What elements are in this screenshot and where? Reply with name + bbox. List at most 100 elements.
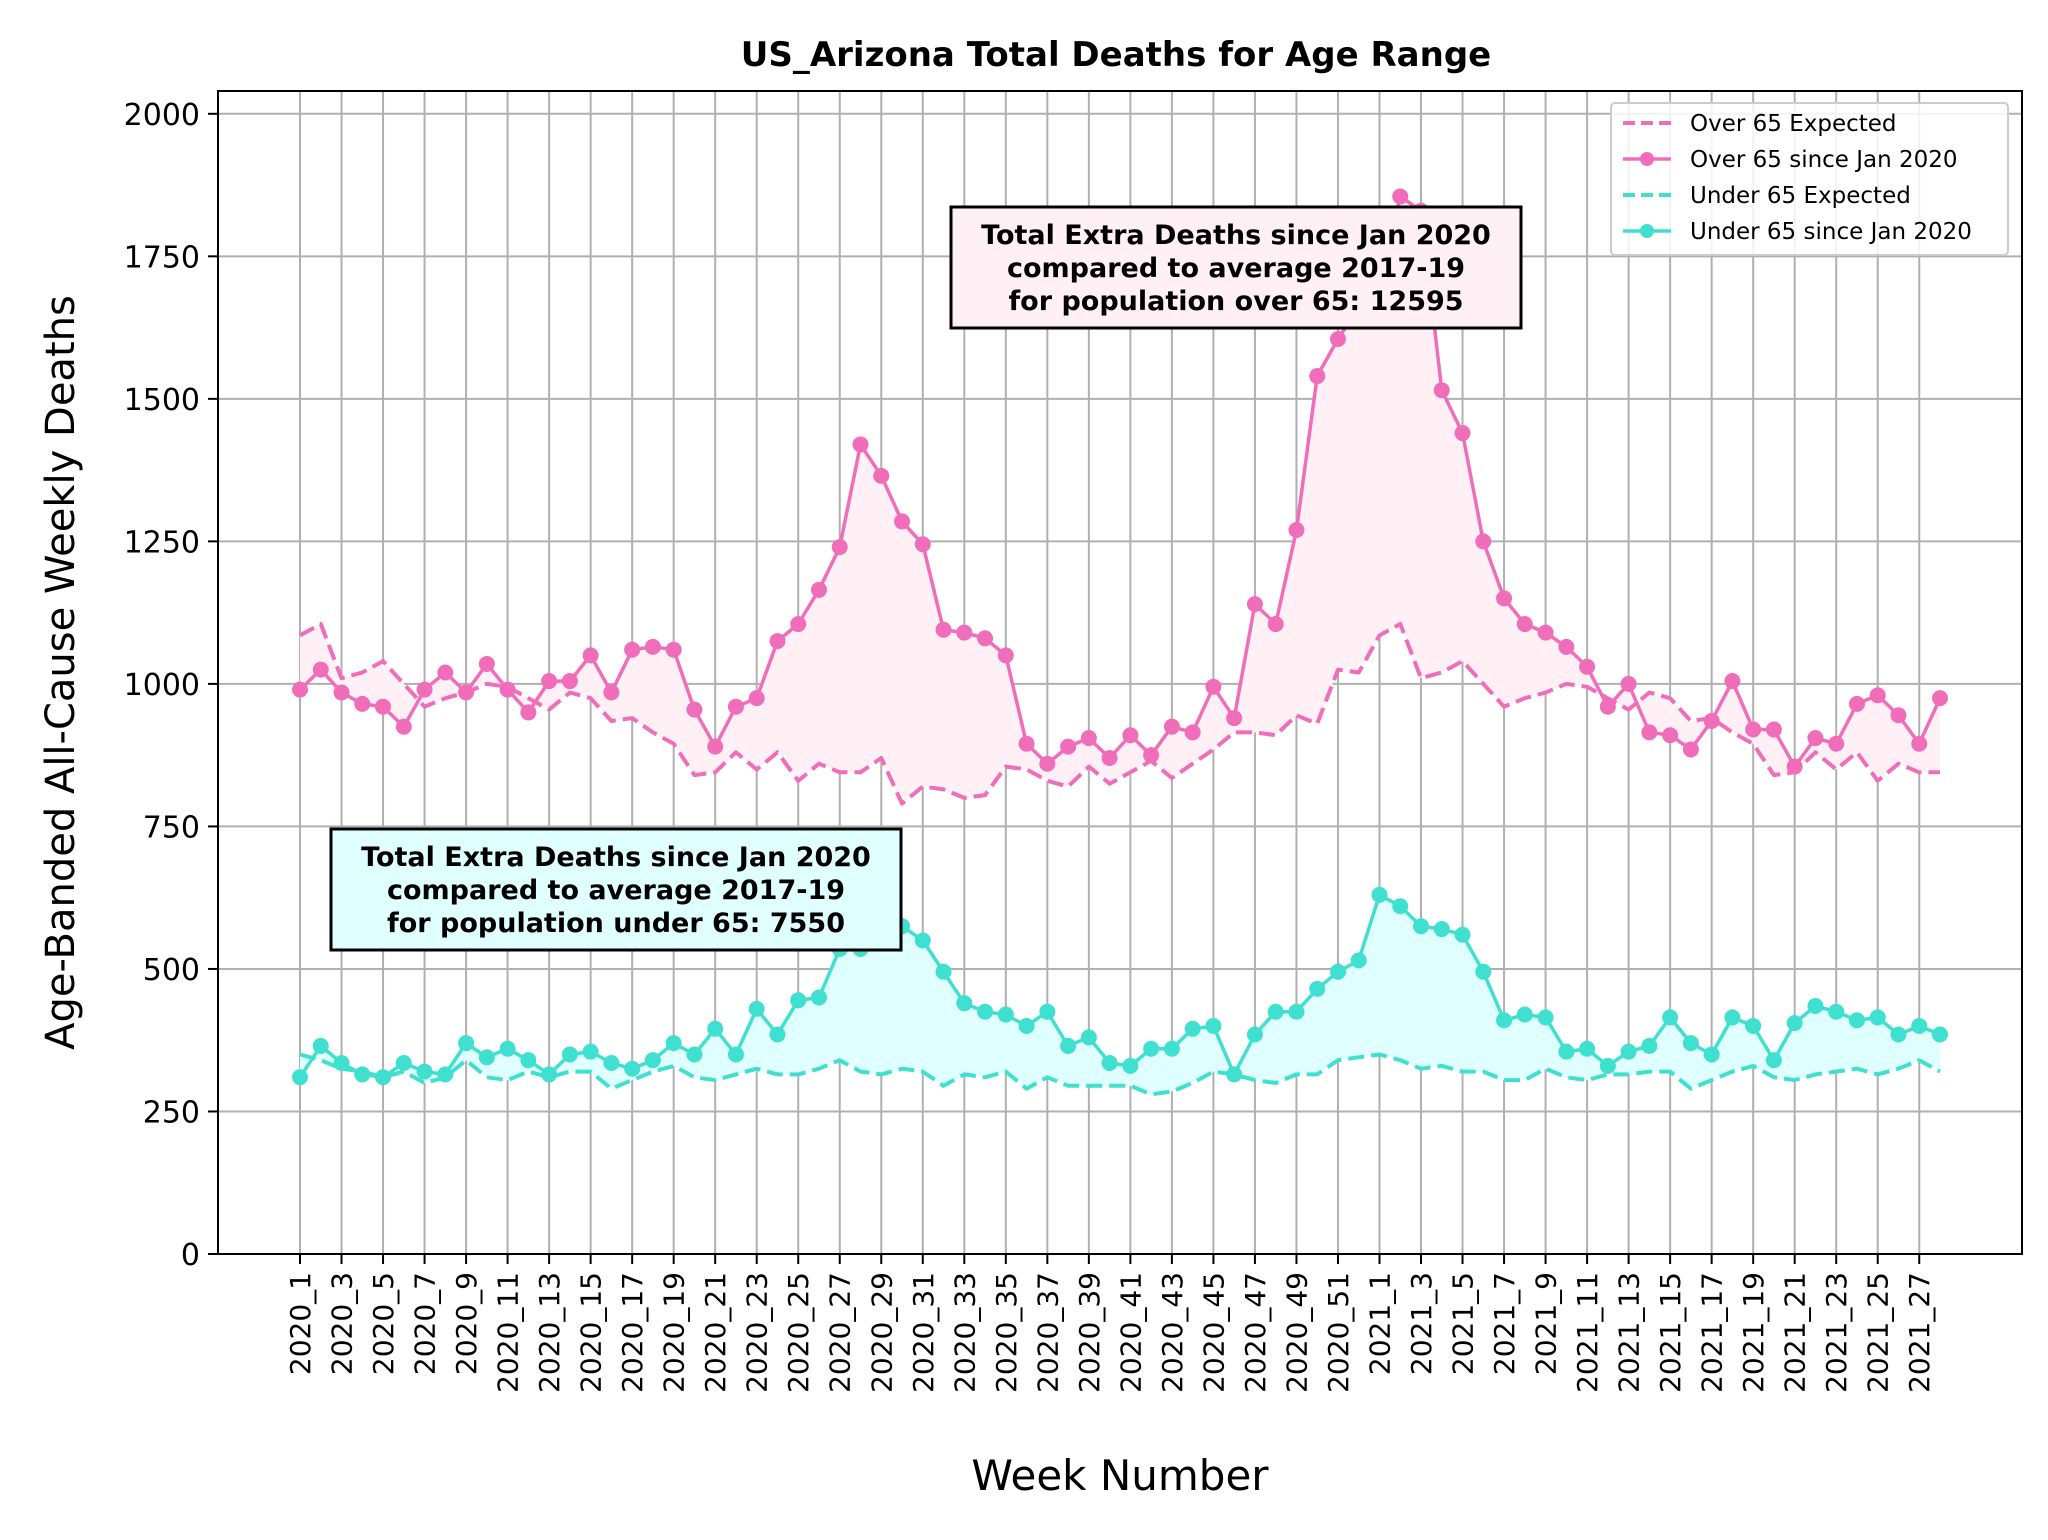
x-tick-label: 2020_49 (1280, 1272, 1313, 1393)
x-tick-label: 2020_43 (1156, 1272, 1189, 1393)
x-tick-label: 2021_15 (1654, 1272, 1687, 1393)
x-tick-label: 2021_1 (1363, 1272, 1396, 1375)
data-point (1682, 1035, 1699, 1052)
data-point (810, 581, 827, 598)
data-point (1392, 898, 1409, 915)
data-point (790, 992, 807, 1009)
x-tick-label: 2020_13 (533, 1272, 566, 1393)
data-point (707, 1020, 724, 1037)
data-point (1454, 926, 1471, 943)
data-point (1932, 690, 1948, 707)
data-point (1413, 918, 1430, 935)
data-point (1309, 368, 1326, 385)
data-point (1309, 980, 1326, 997)
data-point (416, 681, 433, 698)
data-point (395, 718, 412, 735)
x-tick-label: 2020_11 (492, 1272, 525, 1393)
x-tick-label: 2020_31 (907, 1272, 940, 1393)
data-point (1620, 675, 1637, 692)
data-point (1516, 616, 1533, 633)
data-point (520, 1052, 537, 1069)
data-point (1143, 1040, 1160, 1057)
data-point (1537, 1009, 1554, 1026)
x-tick-label: 2020_47 (1239, 1272, 1272, 1393)
data-point (1558, 1043, 1575, 1060)
data-point (1060, 738, 1077, 755)
annotation-under-65: Total Extra Deaths since Jan 2020compare… (329, 827, 903, 952)
data-point (1932, 1026, 1948, 1043)
data-point (1433, 382, 1450, 399)
x-tick-label: 2020_3 (326, 1272, 359, 1375)
data-point (1911, 735, 1928, 752)
data-point (292, 681, 308, 698)
legend-label: Over 65 since Jan 2020 (1690, 147, 1958, 173)
data-point (1039, 755, 1056, 772)
data-point (1080, 1029, 1097, 1046)
data-point (997, 1006, 1014, 1023)
data-point (624, 1060, 641, 1077)
data-point (977, 1003, 994, 1020)
legend-label: Under 65 Expected (1690, 183, 1911, 209)
data-point (1288, 1003, 1305, 1020)
data-point (1246, 596, 1263, 613)
x-tick-label: 2020_1 (284, 1272, 317, 1375)
x-tick-label: 2021_7 (1488, 1272, 1521, 1375)
data-point (1329, 330, 1346, 347)
x-tick-label: 2021_3 (1405, 1272, 1438, 1375)
y-tick-label: 750 (143, 810, 200, 845)
data-point (1828, 1003, 1845, 1020)
data-point (1329, 963, 1346, 980)
data-point (914, 932, 931, 949)
data-point (478, 655, 495, 672)
x-tick-label: 2021_9 (1530, 1272, 1563, 1375)
y-axis-ticks: 0 250 500 750 1000 1250 1500 1750 2000 (124, 98, 218, 1273)
data-point (748, 690, 765, 707)
data-point (1454, 425, 1471, 442)
data-point (686, 1046, 703, 1063)
data-point (1869, 687, 1886, 704)
x-tick-label: 2020_25 (782, 1272, 815, 1393)
series-line-over-65-expected (299, 622, 1940, 806)
x-tick-label: 2020_37 (1031, 1272, 1064, 1393)
x-tick-label: 2020_5 (367, 1272, 400, 1375)
data-point (1537, 624, 1554, 641)
x-tick-label: 2021_11 (1571, 1272, 1604, 1393)
x-tick-label: 2020_33 (948, 1272, 981, 1393)
data-point (1371, 886, 1388, 903)
data-point (1080, 730, 1097, 747)
data-point (1205, 678, 1222, 695)
data-point (1018, 735, 1035, 752)
data-point (1724, 673, 1741, 690)
data-point (1703, 1046, 1720, 1063)
annotation-box (329, 827, 903, 952)
data-point (956, 624, 973, 641)
data-point (1226, 1066, 1243, 1083)
data-point (1163, 1040, 1180, 1057)
data-point (894, 513, 911, 530)
data-point (395, 1055, 412, 1072)
data-point (1765, 721, 1782, 738)
annotation-over-65: Total Extra Deaths since Jan 2020compare… (949, 205, 1523, 330)
x-tick-label: 2021_23 (1820, 1272, 1853, 1393)
data-point (1184, 1020, 1201, 1037)
data-point (914, 536, 931, 553)
data-point (748, 1000, 765, 1017)
data-point (1516, 1006, 1533, 1023)
legend-label: Over 65 Expected (1690, 111, 1897, 137)
legend-label: Under 65 since Jan 2020 (1690, 219, 1972, 245)
data-point (977, 630, 994, 647)
data-point (707, 738, 724, 755)
data-point (458, 1035, 475, 1052)
x-tick-label: 2020_35 (990, 1272, 1023, 1393)
data-point (935, 963, 952, 980)
data-point (1807, 730, 1824, 747)
y-tick-label: 500 (143, 953, 200, 988)
data-point (1786, 1015, 1803, 1032)
data-point (1205, 1017, 1222, 1034)
data-point (769, 633, 786, 650)
x-tick-label: 2021_25 (1862, 1272, 1895, 1393)
y-tick-label: 0 (181, 1238, 200, 1273)
data-point (582, 1043, 599, 1060)
data-point (1288, 521, 1305, 538)
